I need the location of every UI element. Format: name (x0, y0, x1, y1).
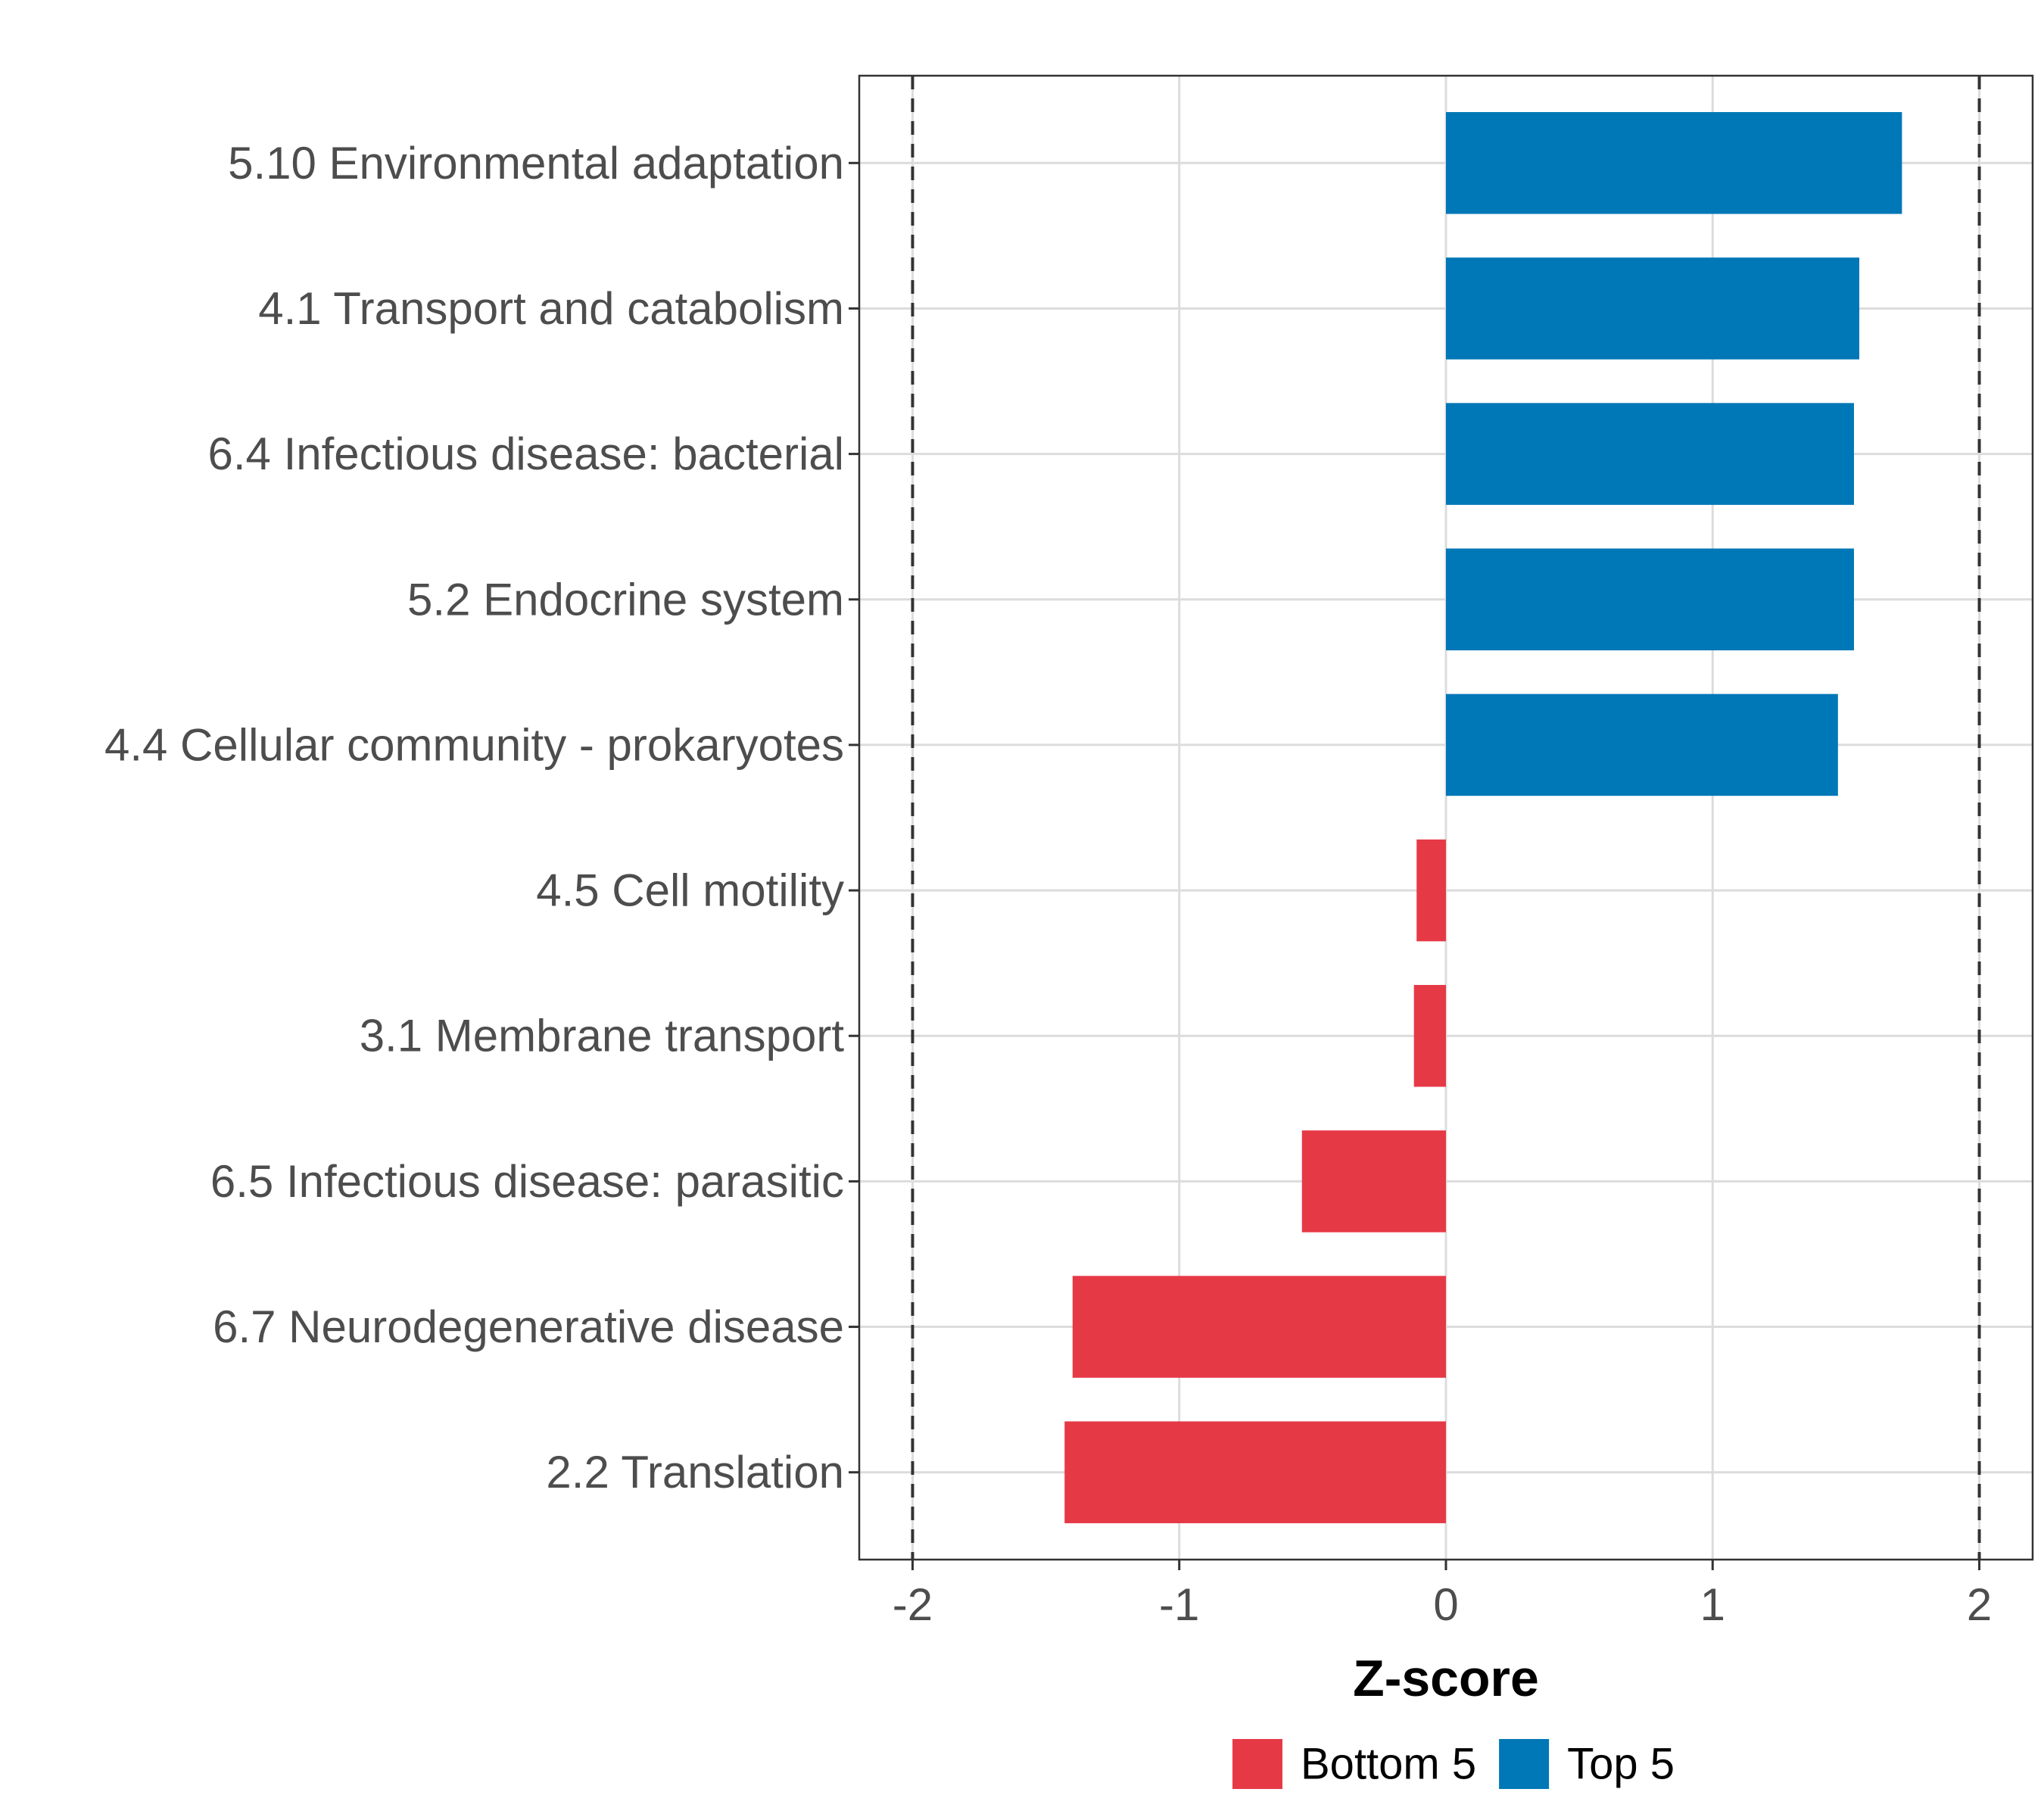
legend-label-1: Top 5 (1567, 1740, 1675, 1789)
bar-2 (1446, 403, 1854, 505)
bars (1064, 112, 1902, 1523)
category-label-9: 2.2 Translation (546, 1447, 844, 1498)
bar-0 (1446, 112, 1902, 214)
bar-5 (1416, 839, 1446, 942)
bar-6 (1413, 984, 1446, 1087)
x-tick-label-4: 2 (1967, 1579, 1992, 1630)
bar-7 (1301, 1130, 1446, 1233)
category-label-6: 3.1 Membrane transport (360, 1011, 845, 1061)
x-axis: -2 -1 0 1 2 (893, 1560, 1992, 1630)
x-axis-title: Z-score (1353, 1650, 1539, 1707)
legend-label-0: Bottom 5 (1301, 1740, 1476, 1789)
x-tick-label-2: 0 (1433, 1579, 1458, 1630)
legend-swatch-0 (1232, 1739, 1282, 1789)
category-label-4: 4.4 Cellular community - prokaryotes (104, 719, 844, 770)
category-label-1: 4.1 Transport and catabolism (258, 283, 844, 334)
bar-3 (1446, 548, 1854, 651)
x-tick-label-0: -2 (893, 1579, 933, 1630)
y-axis: 5.10 Environmental adaptation 4.1 Transpo… (104, 138, 859, 1498)
category-label-0: 5.10 Environmental adaptation (228, 138, 844, 189)
legend: Bottom 5 Top 5 (1232, 1739, 1675, 1789)
x-tick-label-1: -1 (1159, 1579, 1199, 1630)
bar-9 (1064, 1421, 1446, 1523)
category-label-8: 6.7 Neurodegenerative disease (213, 1301, 844, 1352)
category-label-5: 4.5 Cell motility (536, 865, 844, 916)
bar-4 (1446, 693, 1838, 796)
reference-lines (911, 76, 1981, 1560)
category-label-2: 6.4 Infectious disease: bacterial (208, 429, 845, 479)
legend-swatch-1 (1499, 1739, 1550, 1789)
category-label-3: 5.2 Endocrine system (407, 574, 844, 625)
bar-1 (1446, 257, 1860, 360)
bar-8 (1072, 1276, 1446, 1378)
x-tick-label-3: 1 (1700, 1579, 1725, 1630)
category-label-7: 6.5 Infectious disease: parasitic (210, 1156, 844, 1207)
